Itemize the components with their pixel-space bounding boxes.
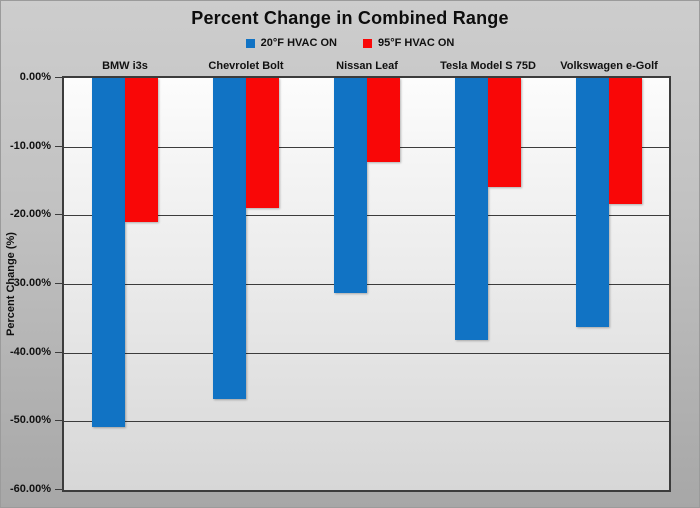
category-label-tesla-model-s-75d: Tesla Model S 75D [440, 60, 536, 72]
y-tick-mark [55, 214, 62, 215]
bar-20-f-hvac-on-tesla-model-s-75d [455, 78, 488, 340]
bar-20-f-hvac-on-chevrolet-bolt [213, 78, 246, 399]
legend-label: 20°F HVAC ON [260, 37, 337, 49]
bar-95-f-hvac-on-tesla-model-s-75d [488, 78, 521, 187]
y-tick-mark [55, 352, 62, 353]
plot-area [62, 76, 671, 492]
gridline-50-00 [64, 421, 669, 422]
y-tick-mark [55, 146, 62, 147]
gridline-40-00 [64, 353, 669, 354]
y-tick-label-50-00: -50.00% [10, 414, 51, 426]
y-tick-label-0-00: 0.00% [19, 71, 51, 83]
y-tick-label-20-00: -20.00% [10, 208, 51, 220]
bar-95-f-hvac-on-chevrolet-bolt [246, 78, 279, 208]
y-tick-mark [55, 283, 62, 284]
category-label-chevrolet-bolt: Chevrolet Bolt [208, 60, 284, 72]
legend-swatch-red-icon [363, 38, 372, 48]
chart-title: Percent Change in Combined Range [191, 8, 509, 28]
legend: 20°F HVAC ON 95°F HVAC ON [0, 37, 700, 49]
legend-item-95f: 95°F HVAC ON [363, 37, 454, 49]
legend-item-20f: 20°F HVAC ON [245, 37, 337, 49]
bar-95-f-hvac-on-nissan-leaf [367, 78, 400, 162]
bar-95-f-hvac-on-bmw-i3s [125, 78, 158, 222]
legend-label: 95°F HVAC ON [378, 37, 455, 49]
category-label-nissan-leaf: Nissan Leaf [336, 60, 398, 72]
y-tick-label-40-00: -40.00% [10, 346, 51, 358]
category-label-volkswagen-e-golf: Volkswagen e-Golf [560, 60, 658, 72]
y-tick-mark [55, 489, 62, 490]
category-label-bmw-i3s: BMW i3s [102, 60, 148, 72]
bar-20-f-hvac-on-nissan-leaf [334, 78, 367, 293]
bar-95-f-hvac-on-volkswagen-e-golf [609, 78, 642, 204]
legend-swatch-blue-icon [245, 38, 255, 48]
y-tick-mark [55, 77, 62, 78]
y-tick-label-30-00: -30.00% [10, 277, 51, 289]
y-tick-label-10-00: -10.00% [10, 140, 51, 152]
y-tick-label-60-00: -60.00% [10, 483, 51, 495]
bar-20-f-hvac-on-bmw-i3s [92, 78, 125, 427]
bar-20-f-hvac-on-volkswagen-e-golf [576, 78, 609, 327]
y-tick-mark [55, 420, 62, 421]
